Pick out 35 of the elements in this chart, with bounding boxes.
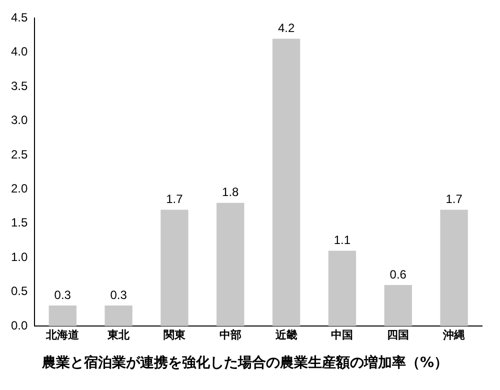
y-tick-label: 1.0 xyxy=(10,250,28,264)
text: 農業と宿泊業が連携を強化した場合の農業生産額の増加率（%） xyxy=(40,354,448,372)
y-tick-label: 0.0 xyxy=(10,318,28,332)
data-label: 1.8 xyxy=(222,185,240,200)
y-tick-label: 1.5 xyxy=(10,216,28,230)
data-label: 0.6 xyxy=(390,267,407,282)
data-label: 1.7 xyxy=(166,192,184,206)
bar xyxy=(160,210,188,326)
x-tick-label: 北海道 xyxy=(45,328,80,342)
y-tick-label: 0.5 xyxy=(10,284,28,298)
bar xyxy=(48,305,76,326)
bar xyxy=(440,210,468,326)
bar xyxy=(328,250,356,326)
x-tick-label: 東北 xyxy=(106,328,131,342)
x-tick-label: 中部 xyxy=(219,328,242,342)
x-tick-label: 四国 xyxy=(387,328,410,342)
data-label: 1.7 xyxy=(446,192,463,206)
x-tick-label: 沖縄 xyxy=(442,328,466,342)
bar xyxy=(216,202,244,326)
x-tick-label: 関東 xyxy=(163,328,186,342)
y-tick-label: 3.5 xyxy=(10,78,28,93)
x-tick-label: 近畿 xyxy=(274,328,298,342)
y-tick-label: 2.5 xyxy=(10,147,28,162)
data-label: 4.2 xyxy=(278,21,295,36)
y-tick-label: 3.0 xyxy=(10,113,28,128)
bar xyxy=(104,305,132,326)
data-label: 1.1 xyxy=(334,233,351,248)
y-tick-label: 4.0 xyxy=(10,44,28,59)
data-label: 0.3 xyxy=(54,288,72,302)
x-tick-label: 中国 xyxy=(331,328,354,342)
y-tick-label: 4.5 xyxy=(10,10,28,25)
y-tick-label: 2.0 xyxy=(10,182,28,196)
bar xyxy=(384,284,412,326)
bar xyxy=(272,38,300,326)
data-label: 0.3 xyxy=(110,288,128,302)
